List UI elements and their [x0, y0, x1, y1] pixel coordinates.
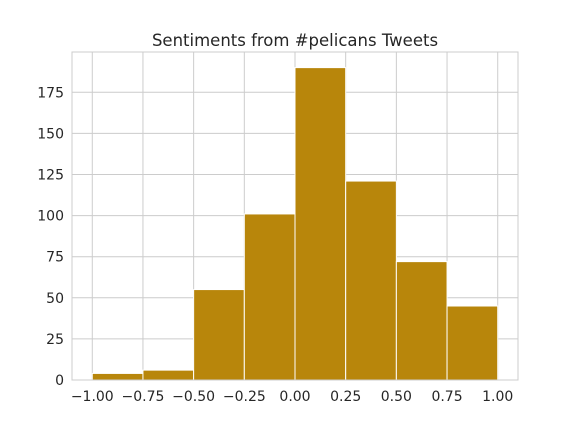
y-tick-label: 75 — [46, 250, 64, 266]
histogram-bar — [243, 213, 296, 381]
y-tick-label: 0 — [55, 373, 64, 389]
x-tick-labels: −1.00 −0.75 −0.50 −0.25 0.00 0.25 0.50 0.75 1.00 — [71, 389, 513, 405]
x-tick-label: 0.75 — [431, 389, 462, 405]
x-tick-label: 0.00 — [279, 389, 310, 405]
y-tick-label: 125 — [37, 167, 64, 183]
histogram-bar — [345, 180, 397, 381]
y-tick-labels: 0 25 50 75 100 125 150 175 — [37, 85, 64, 389]
x-tick-label: −1.00 — [71, 389, 114, 405]
x-tick-label: 0.50 — [381, 389, 412, 405]
y-tick-label: 100 — [37, 209, 64, 225]
histogram-bar — [193, 289, 245, 381]
x-tick-label: 0.25 — [330, 389, 361, 405]
x-tick-label: 1.00 — [482, 389, 513, 405]
histogram-bar — [395, 261, 448, 381]
y-tick-label: 175 — [37, 85, 64, 101]
chart-title: Sentiments from #pelicans Tweets — [152, 31, 438, 50]
x-tick-label: −0.25 — [223, 389, 266, 405]
histogram-bar — [294, 67, 347, 381]
x-tick-label: −0.75 — [122, 389, 165, 405]
histogram-bar — [446, 305, 499, 381]
histogram-bars — [91, 67, 499, 381]
histogram-bar — [91, 372, 144, 381]
axes-frame — [71, 51, 519, 381]
x-tick-label: −0.50 — [172, 389, 215, 405]
y-tick-label: 25 — [46, 332, 64, 348]
y-tick-label: 150 — [37, 126, 64, 142]
y-tick-label: 50 — [46, 291, 64, 307]
histogram-bar — [142, 369, 195, 381]
